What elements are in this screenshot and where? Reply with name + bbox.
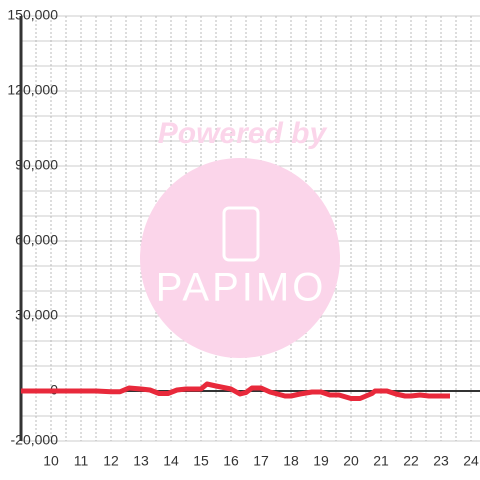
x-tick-label: 20 [343, 453, 359, 469]
x-tick-label: 12 [103, 453, 119, 469]
x-tick-label: 17 [253, 453, 269, 469]
watermark-logo: PAPIMO [156, 266, 327, 310]
x-tick-label: 11 [74, 453, 89, 469]
y-tick-label: 60,000 [15, 232, 58, 248]
x-tick-label: 19 [313, 453, 329, 469]
x-tick-label: 22 [403, 453, 419, 469]
y-tick-label: 120,000 [7, 82, 58, 98]
y-tick-label: 90,000 [15, 157, 58, 173]
x-tick-label: 18 [283, 453, 299, 469]
x-tick-label: 15 [193, 453, 209, 469]
watermark-text: Powered by [158, 117, 328, 150]
x-tick-label: 21 [373, 453, 389, 469]
x-tick-label: 16 [223, 453, 239, 469]
y-tick-label: 150,000 [7, 7, 58, 23]
line [21, 381, 450, 401]
watermark-phone [222, 206, 260, 262]
watermark: Powered by PAPIMO [140, 117, 340, 358]
x-tick-label: 24 [463, 453, 479, 469]
x-tick-label: 13 [133, 453, 149, 469]
x-tick-label: 14 [163, 453, 179, 469]
x-tick-label: 10 [43, 453, 59, 469]
y-tick-label: 30,000 [15, 307, 58, 323]
x-tick-label: 23 [433, 453, 449, 469]
watermark-circle [140, 158, 340, 358]
y-tick-label: -20,000 [11, 432, 59, 448]
